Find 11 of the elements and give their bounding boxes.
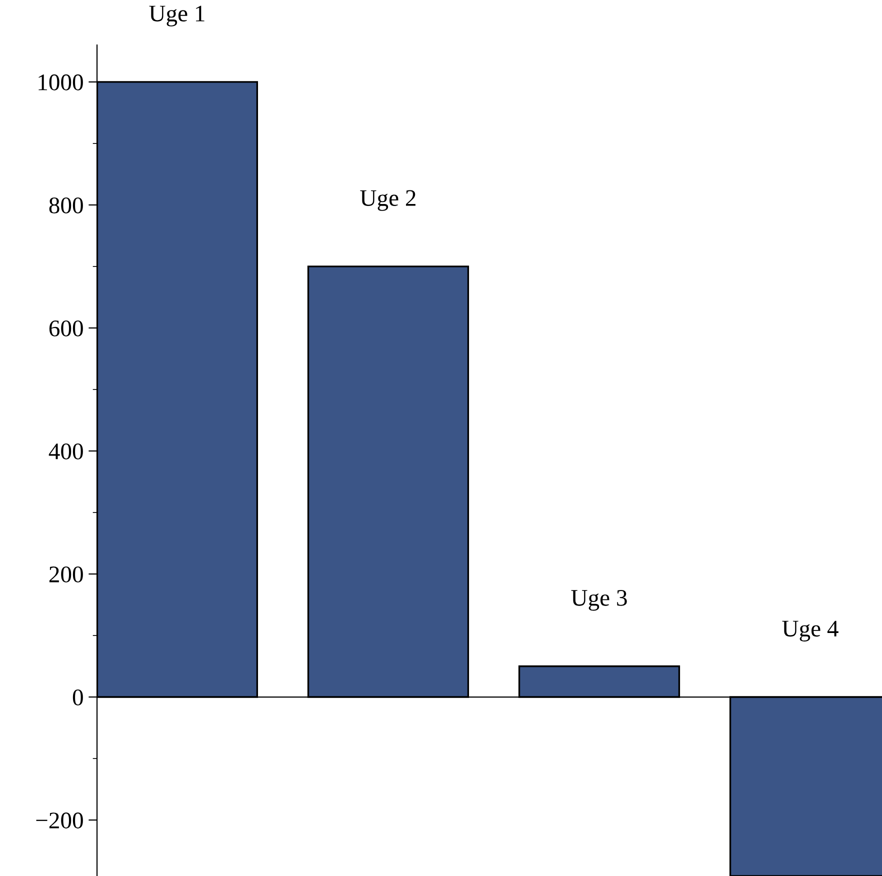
y-tick-label: −200 <box>36 812 83 828</box>
x-tick-label: Uge 1 <box>149 6 204 26</box>
y-tick-label: 200 <box>49 566 83 582</box>
y-tick-label: 600 <box>49 320 83 336</box>
y-tick-label: 1000 <box>38 74 83 90</box>
x-tick-label: Uge 2 <box>360 190 416 211</box>
y-tick-label: 800 <box>49 197 83 214</box>
y-tick-label: 400 <box>48 443 83 460</box>
y-tick-label: 0 <box>72 690 83 706</box>
x-tick-label: Uge 4 <box>782 620 838 642</box>
x-tick-label: Uge 3 <box>571 590 627 611</box>
